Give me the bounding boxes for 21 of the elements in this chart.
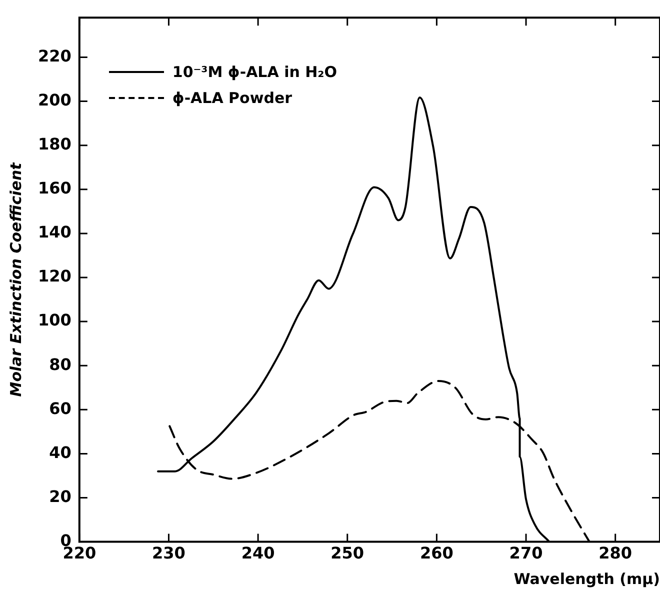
x-tick-label: 240 xyxy=(241,544,275,563)
legend-label: 10⁻³M ϕ-ALA in H₂O xyxy=(172,62,337,81)
x-tick-label: 250 xyxy=(330,544,364,563)
y-tick-label: 120 xyxy=(38,266,72,286)
y-tick-label: 140 xyxy=(38,222,72,242)
x-axis-title: Wavelength (mμ) xyxy=(514,570,660,588)
y-tick-label: 200 xyxy=(38,90,72,110)
y-tick-label: 220 xyxy=(38,46,72,66)
x-tick-label: 230 xyxy=(152,544,186,563)
y-tick-label: 160 xyxy=(38,178,72,198)
y-tick-label: 20 xyxy=(49,486,72,506)
y-tick-label: 80 xyxy=(49,354,72,374)
y-tick-label: 180 xyxy=(38,134,72,154)
y-tick-label: 40 xyxy=(49,442,72,462)
x-tick-label: 260 xyxy=(420,544,454,563)
y-tick-label: 60 xyxy=(49,398,72,418)
x-tick-label: 270 xyxy=(509,544,543,563)
x-tick-label: 280 xyxy=(598,544,632,563)
y-axis-title: Molar Extinction Coefficient xyxy=(6,162,25,397)
y-tick-label: 100 xyxy=(38,310,72,330)
legend-label: ϕ-ALA Powder xyxy=(172,88,292,107)
